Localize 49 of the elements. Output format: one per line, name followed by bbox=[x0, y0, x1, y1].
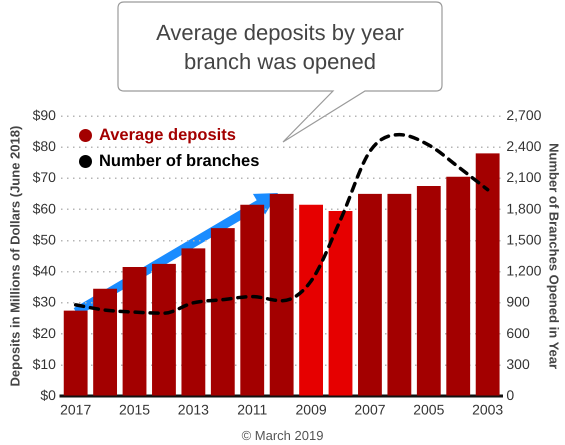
x-tick-label: 2015 bbox=[118, 401, 150, 418]
y2-tick-label: 2,700 bbox=[506, 106, 542, 123]
y-tick-label: $60 bbox=[32, 200, 56, 216]
legend-label: Average deposits bbox=[98, 125, 236, 146]
bar bbox=[299, 204, 324, 396]
bar bbox=[152, 264, 176, 396]
bar bbox=[122, 266, 146, 396]
x-tick-label: 2013 bbox=[178, 401, 210, 418]
bar bbox=[93, 288, 118, 396]
y2-tick-label: 2,400 bbox=[506, 138, 542, 154]
y-tick-label: $10 bbox=[32, 356, 56, 372]
y-tick-label: $30 bbox=[32, 294, 56, 310]
bar bbox=[64, 310, 88, 396]
y-axis-title: Deposits in Millions of Dollars (June 2018) bbox=[7, 126, 22, 386]
y-tick-label: $70 bbox=[32, 169, 56, 186]
bar bbox=[240, 204, 264, 396]
y-tick-label: $50 bbox=[32, 231, 56, 248]
x-tick-label: 2007 bbox=[354, 401, 386, 418]
x-tick-label: 2005 bbox=[413, 401, 445, 418]
bar bbox=[446, 176, 470, 396]
x-tick-label: 2017 bbox=[60, 401, 92, 418]
y2-axis-title: Number of Branches Opened in Year bbox=[546, 143, 562, 370]
y2-tick-label: 0 bbox=[506, 387, 514, 404]
bar bbox=[476, 153, 500, 396]
y2-tick-label: 300 bbox=[506, 356, 530, 372]
bar bbox=[387, 194, 412, 396]
y2-tick-label: 600 bbox=[506, 324, 530, 341]
y2-tick-label: 900 bbox=[506, 294, 530, 310]
x-tick-label: 2011 bbox=[237, 401, 268, 418]
x-tick-label: 2003 bbox=[472, 401, 504, 418]
y2-tick-label: 1,200 bbox=[506, 262, 542, 279]
y-tick-label: $40 bbox=[32, 262, 56, 279]
chart-title: Average deposits by year branch was opened bbox=[155, 19, 405, 76]
bar bbox=[416, 186, 441, 396]
bar bbox=[328, 210, 352, 396]
legend-label: Number of branches bbox=[98, 151, 260, 172]
y-tick-label: $80 bbox=[32, 138, 56, 154]
y-tick-label: $90 bbox=[32, 106, 56, 123]
text: © March 2019 bbox=[240, 428, 324, 443]
y-tick-label: $0 bbox=[40, 387, 56, 404]
y2-tick-label: 2,100 bbox=[506, 169, 542, 186]
y2-tick-label: 1,800 bbox=[506, 200, 542, 216]
bar bbox=[270, 194, 294, 396]
bar bbox=[181, 248, 206, 396]
y2-tick-label: 1,500 bbox=[506, 231, 542, 248]
bar bbox=[210, 228, 235, 396]
y-tick-label: $20 bbox=[32, 324, 56, 341]
bar bbox=[358, 194, 382, 396]
x-tick-label: 2009 bbox=[296, 401, 327, 418]
